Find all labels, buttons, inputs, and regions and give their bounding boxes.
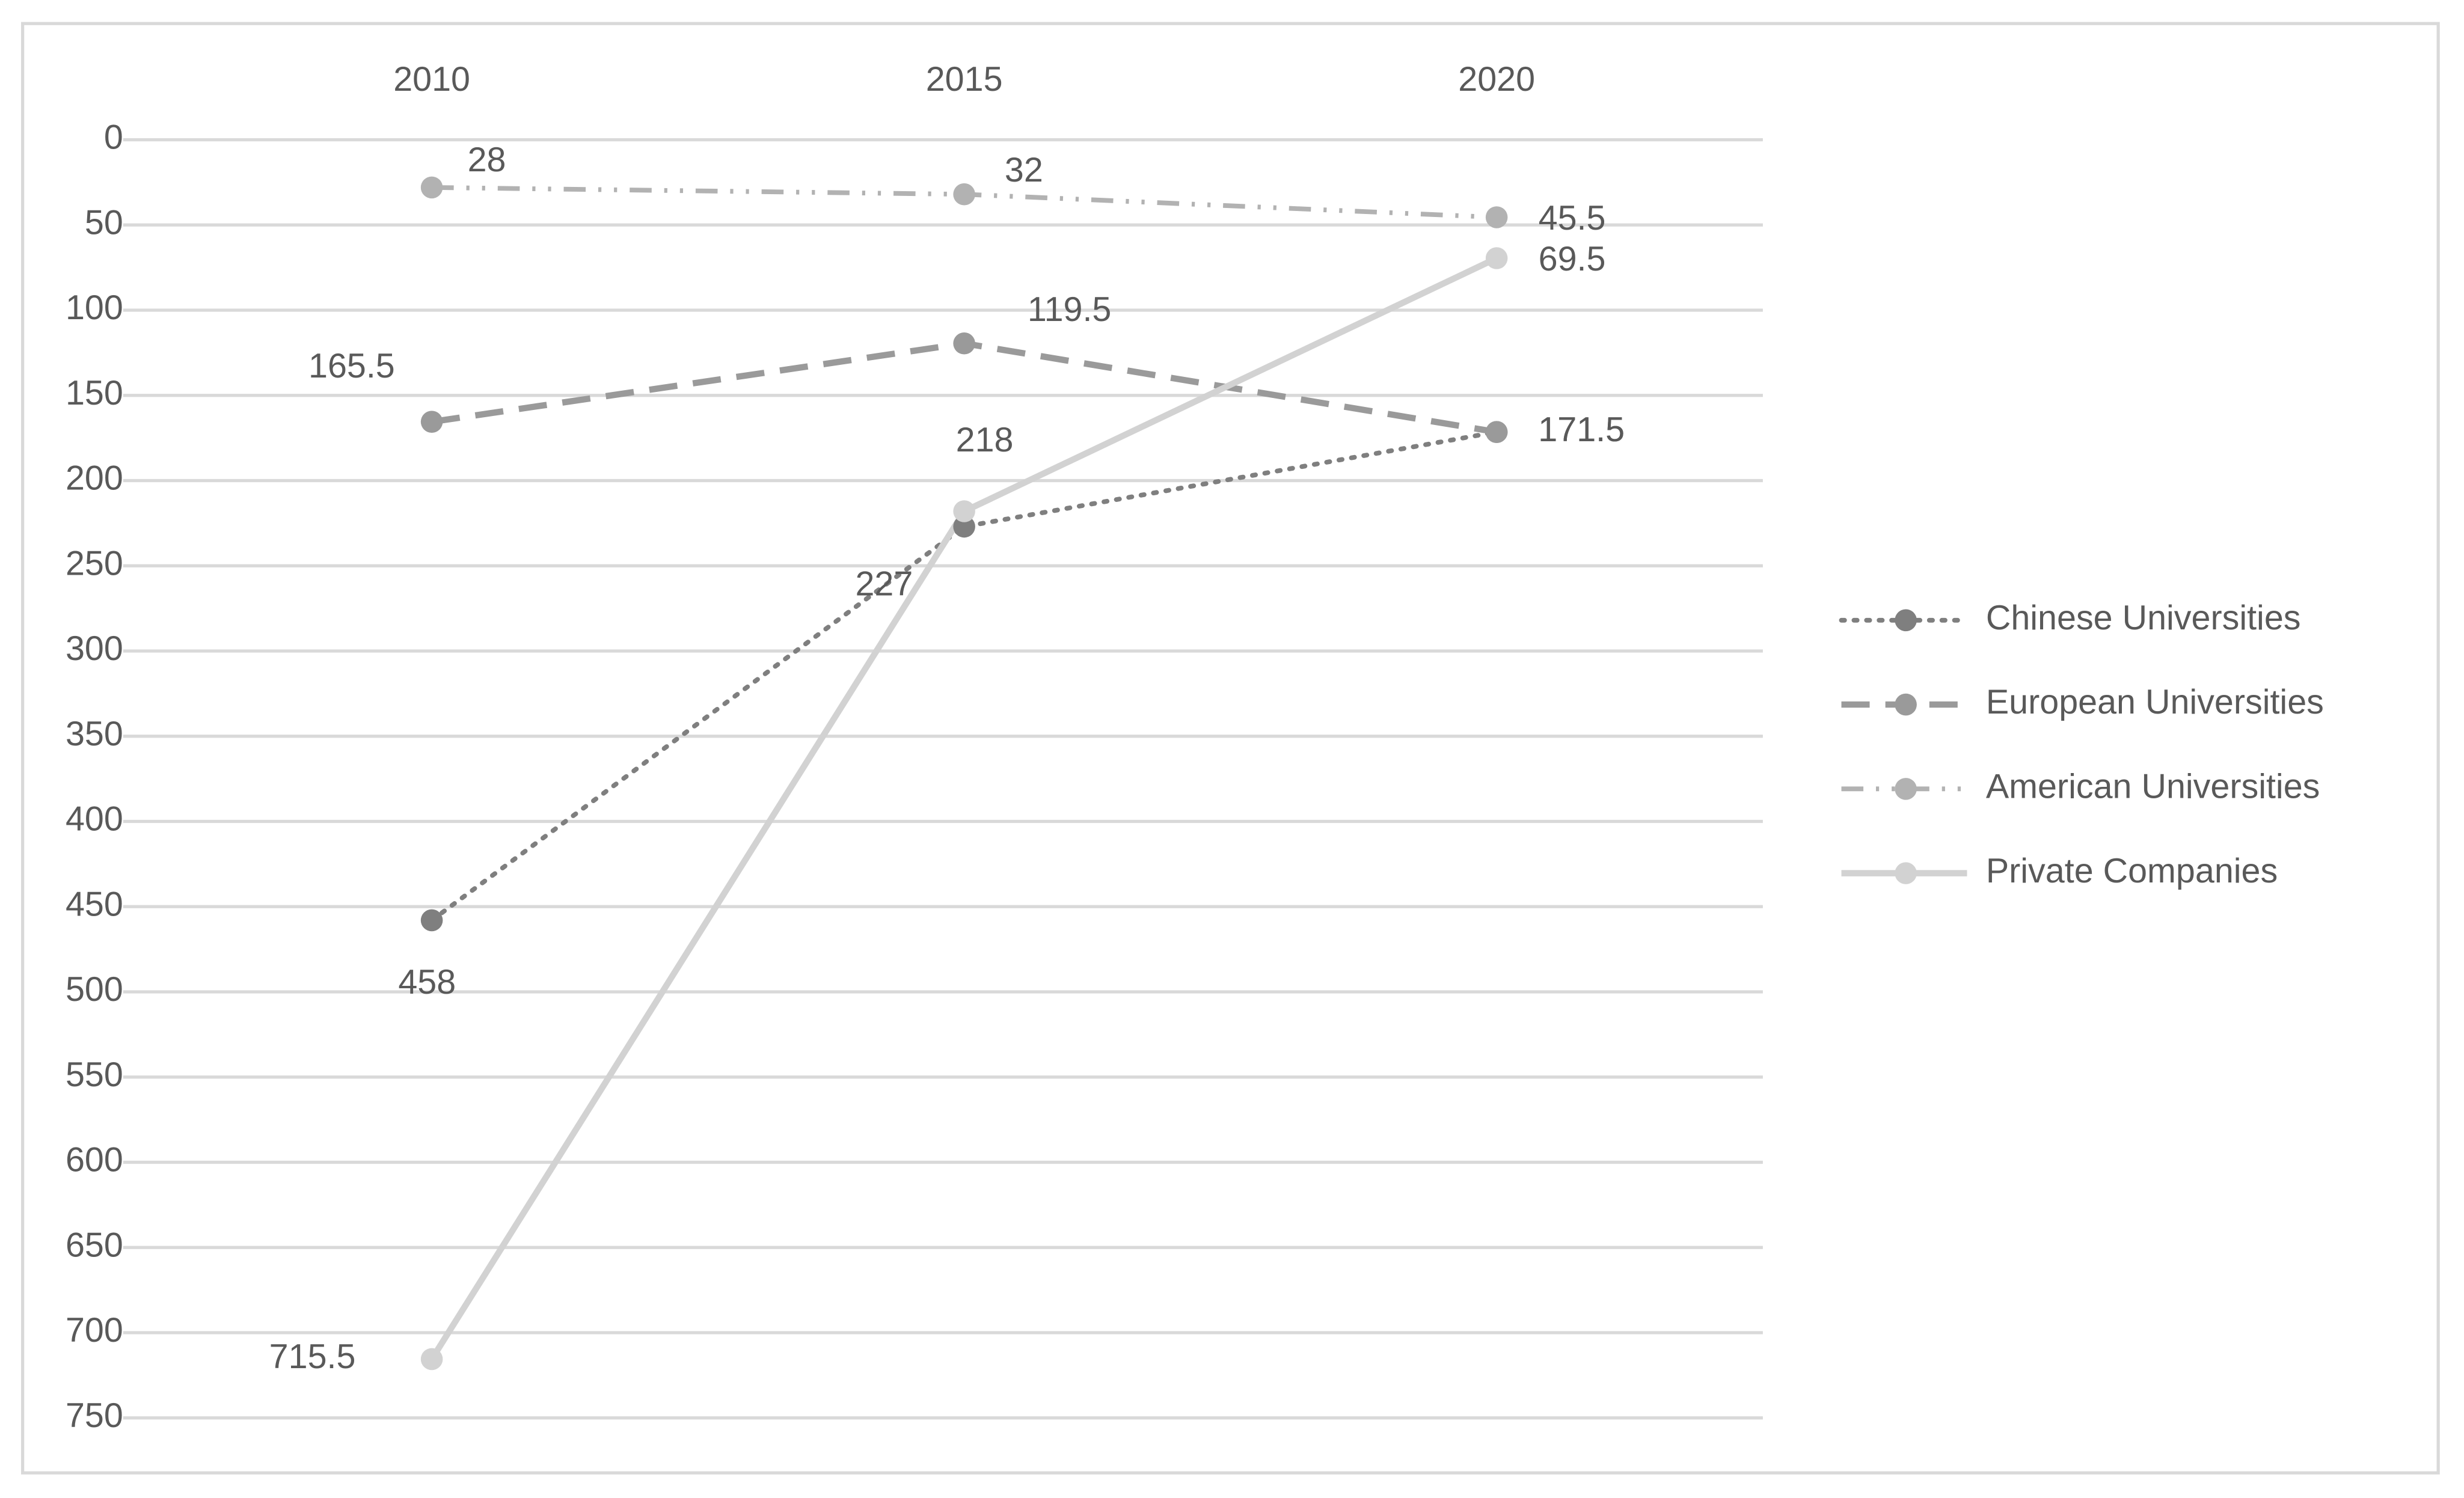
data-point bbox=[953, 500, 975, 522]
y-tick-label: 100 bbox=[66, 289, 123, 327]
data-label: 165.5 bbox=[308, 347, 395, 385]
series-line bbox=[429, 429, 1500, 923]
data-label: 32 bbox=[1005, 151, 1043, 189]
legend-marker bbox=[1895, 609, 1917, 632]
data-point bbox=[953, 332, 975, 355]
legend-marker bbox=[1895, 862, 1917, 884]
y-tick-label: 200 bbox=[66, 459, 123, 498]
data-label: 171.5 bbox=[1538, 411, 1625, 449]
y-tick-label: 50 bbox=[85, 203, 123, 242]
data-label: 28 bbox=[468, 141, 506, 179]
y-tick-label: 450 bbox=[66, 885, 123, 923]
y-tick-label: 400 bbox=[66, 800, 123, 839]
legend-label: American Universities bbox=[1986, 768, 2320, 806]
y-tick-label: 500 bbox=[66, 970, 123, 1009]
y-tick-label: 150 bbox=[66, 374, 123, 412]
data-point bbox=[953, 183, 975, 206]
y-tick-label: 250 bbox=[66, 544, 123, 582]
data-label: 458 bbox=[398, 963, 456, 1001]
data-label: 119.5 bbox=[1028, 290, 1112, 329]
data-label: 218 bbox=[956, 421, 1014, 459]
data-label: 715.5 bbox=[269, 1338, 356, 1376]
data-point bbox=[420, 411, 443, 433]
data-point bbox=[1485, 206, 1508, 228]
data-point bbox=[1485, 247, 1508, 269]
data-label: 227 bbox=[855, 564, 913, 603]
y-tick-label: 600 bbox=[66, 1141, 123, 1179]
y-tick-label: 550 bbox=[66, 1056, 123, 1094]
legend-marker bbox=[1895, 693, 1917, 716]
legend-label: Chinese Universities bbox=[1986, 599, 2301, 637]
y-tick-label: 0 bbox=[104, 118, 123, 157]
data-label: 45.5 bbox=[1539, 199, 1606, 237]
chart-border bbox=[21, 22, 2440, 1475]
y-tick-label: 300 bbox=[66, 629, 123, 668]
data-label: 69.5 bbox=[1539, 240, 1606, 278]
y-tick-label: 700 bbox=[66, 1311, 123, 1350]
legend-marker bbox=[1895, 778, 1917, 800]
x-tick-label: 2010 bbox=[393, 60, 470, 99]
x-tick-label: 2015 bbox=[926, 60, 1003, 99]
data-point bbox=[420, 1348, 443, 1371]
y-tick-label: 350 bbox=[66, 715, 123, 753]
legend-label: Private Companies bbox=[1986, 852, 2278, 890]
x-tick-label: 2020 bbox=[1458, 60, 1535, 99]
y-tick-label: 650 bbox=[66, 1226, 123, 1264]
legend-label: European Universities bbox=[1986, 683, 2324, 721]
data-label: 171.5 bbox=[1538, 411, 1625, 449]
y-tick-label: 750 bbox=[66, 1396, 123, 1435]
data-point bbox=[420, 909, 443, 932]
data-point bbox=[420, 176, 443, 199]
data-point bbox=[1485, 421, 1508, 443]
data-point bbox=[953, 515, 975, 538]
